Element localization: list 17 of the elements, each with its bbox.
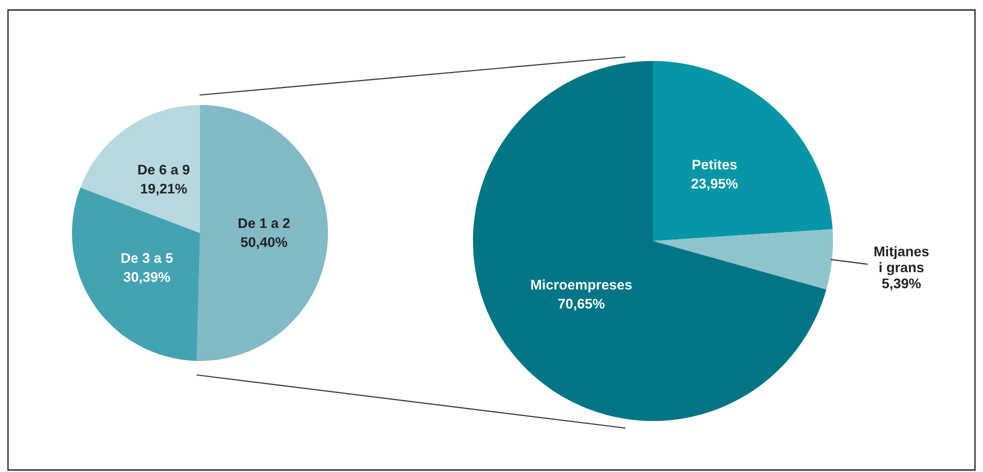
pie-slice — [473, 61, 826, 421]
pie-slice — [80, 105, 200, 233]
data-label: 30,39% — [124, 272, 170, 284]
slice-label: De 3 a 5 — [122, 253, 173, 263]
slice-label: Petites — [692, 159, 737, 170]
data-label: 70,65% — [558, 298, 604, 311]
slice-label: De 1 a 2 — [238, 218, 290, 228]
slice-label: Mitjanes i grans — [874, 246, 929, 276]
data-label: 50,40% — [240, 237, 288, 250]
data-label: 23,95% — [691, 178, 738, 191]
pie-slice — [653, 61, 833, 241]
slice-label: De 6 a 9 — [138, 164, 190, 175]
pie-slice — [196, 105, 328, 361]
data-label: 5,39% — [882, 278, 921, 290]
slice-label: Microempreses — [531, 279, 632, 292]
data-label: 19,21% — [141, 184, 187, 196]
pie-slice — [653, 229, 833, 290]
